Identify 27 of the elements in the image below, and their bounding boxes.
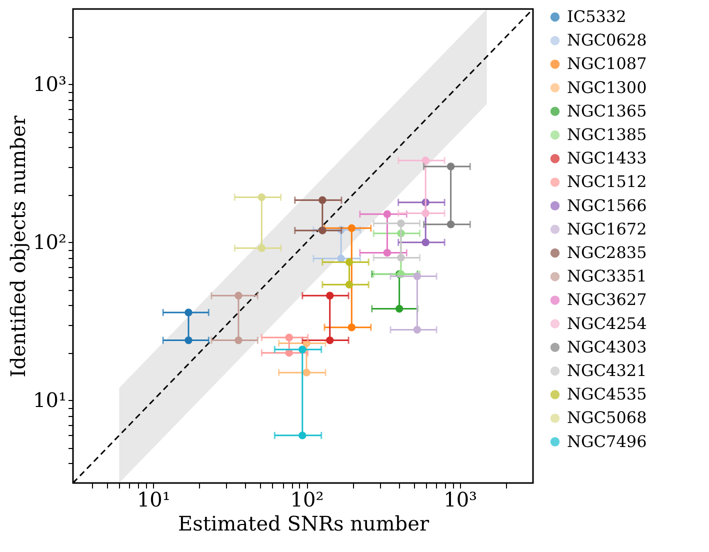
legend-label: NGC4254 <box>567 314 647 333</box>
legend-label: NGC4535 <box>567 384 647 404</box>
legend-label: IC5332 <box>567 7 626 26</box>
legend-label: NGC2835 <box>567 243 647 262</box>
x-tick-label: 10³ <box>444 488 478 512</box>
y-tick-label: 10¹ <box>33 388 66 412</box>
legend-label: NGC1512 <box>567 172 647 192</box>
legend-label: NGC7496 <box>567 432 647 451</box>
y-axis-title: Identified objects number <box>6 115 30 378</box>
y-tick-label: 10² <box>33 230 66 254</box>
legend-label: NGC1672 <box>567 219 647 238</box>
legend-label: NGC1385 <box>567 125 647 144</box>
x-tick-label: 10² <box>290 488 324 512</box>
x-tick-label: 10¹ <box>136 488 170 512</box>
legend-label: NGC5068 <box>567 408 647 428</box>
legend-label: NGC1365 <box>567 101 647 120</box>
legend-label: NGC4303 <box>567 337 647 356</box>
legend-label: NGC3627 <box>567 290 647 310</box>
legend-label: NGC4321 <box>567 361 647 380</box>
legend-label: NGC0628 <box>567 30 647 50</box>
x-axis-title: Estimated SNRs number <box>178 512 430 536</box>
y-tick-label: 10³ <box>33 72 66 96</box>
legend-label: NGC3351 <box>567 266 647 286</box>
legend-label: NGC1566 <box>567 196 647 215</box>
legend-label: NGC1433 <box>567 148 647 168</box>
legend-label: NGC1300 <box>567 78 647 97</box>
legend-label: NGC1087 <box>567 54 647 74</box>
